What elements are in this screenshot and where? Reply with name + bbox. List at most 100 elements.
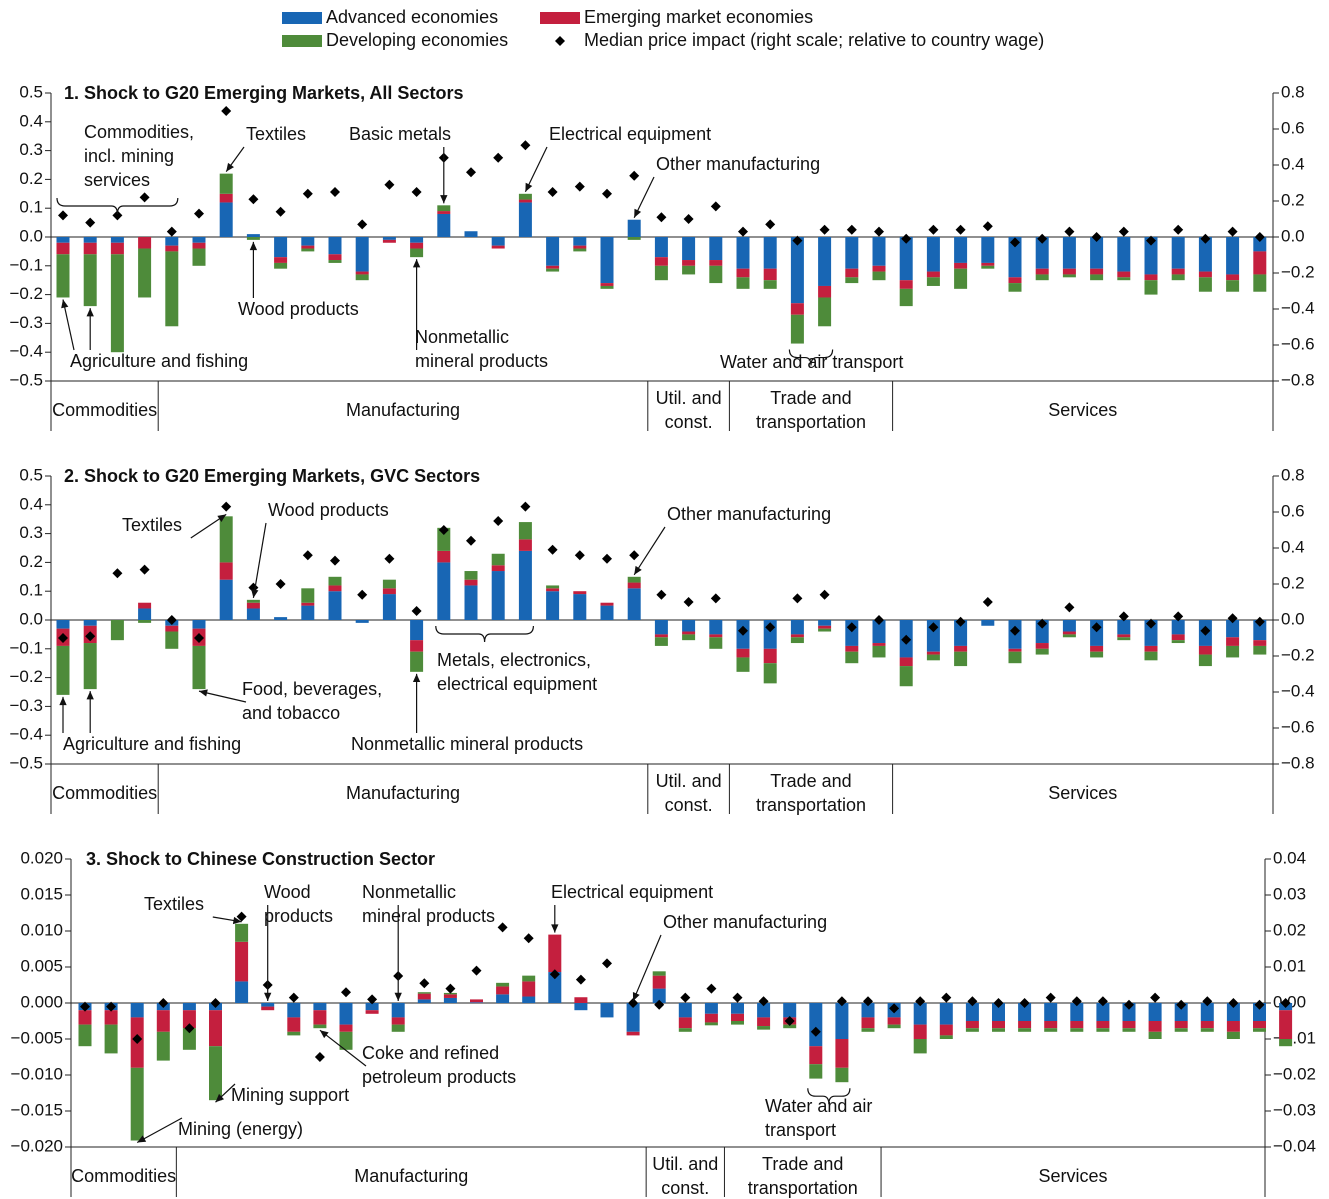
annotation: Electrical equipment: [551, 882, 713, 933]
bar-segment-emerging: [1144, 274, 1158, 281]
median-diamond: [738, 226, 748, 237]
left-tick-label: 0.1: [19, 581, 43, 600]
annotation-arrowhead: [232, 916, 242, 925]
annotation-brace: [435, 625, 534, 643]
median-diamond: [683, 214, 694, 224]
annotation-text: Textiles: [144, 894, 204, 914]
bar-segment-developing: [1044, 1028, 1058, 1032]
annotation-text: Basic metals: [349, 124, 451, 144]
bar-segment-advanced: [1148, 1003, 1162, 1021]
median-diamond: [330, 555, 340, 566]
bar-segment-advanced: [845, 237, 859, 269]
annotation: Water and air transport: [720, 349, 903, 372]
bar-segment-emerging: [209, 1010, 222, 1047]
median-diamond: [210, 998, 221, 1008]
bar-segment-developing: [1035, 274, 1049, 281]
right-tick-label: 0.8: [1281, 82, 1305, 101]
bar-segment-developing: [1090, 274, 1104, 281]
bar-segment-emerging: [1008, 277, 1022, 284]
median-diamond: [221, 501, 232, 512]
annotation: Textiles: [225, 124, 306, 172]
median-diamond: [85, 217, 96, 228]
median-diamond: [1146, 235, 1156, 246]
median-diamond: [1010, 237, 1020, 248]
bar-segment-developing: [246, 599, 260, 603]
bar-segment-advanced: [182, 1003, 196, 1011]
bar-segment-developing: [678, 1028, 692, 1032]
bar-segment-developing: [138, 248, 152, 298]
bar-segment-advanced: [818, 620, 832, 626]
annotation-arrowhead: [632, 992, 640, 1001]
sector-label: Commodities: [52, 400, 157, 420]
left-tick-label: −0.2: [9, 284, 43, 303]
bar-segment-advanced: [899, 237, 913, 281]
bar-segment-emerging: [1171, 634, 1185, 641]
left-tick-label: −0.3: [9, 313, 43, 332]
panel-title: 1. Shock to G20 Emerging Markets, All Se…: [64, 83, 463, 103]
annotation-text: electrical equipment: [437, 674, 597, 694]
bar-segment-developing: [491, 553, 505, 566]
bar-segment-developing: [1198, 654, 1212, 667]
median-diamond: [1200, 625, 1211, 636]
bar-segment-advanced: [573, 237, 587, 246]
bar-segment-developing: [1144, 651, 1158, 661]
median-diamond: [1176, 999, 1187, 1010]
median-diamond: [166, 226, 177, 237]
bar-segment-advanced: [491, 237, 505, 246]
bar-segment-emerging: [382, 588, 396, 595]
bar-segment-emerging: [339, 1024, 353, 1032]
bar-segment-developing: [104, 1024, 118, 1054]
bar-segment-advanced: [382, 594, 396, 620]
bar-segment-developing: [1090, 651, 1104, 658]
median-diamond: [1200, 233, 1211, 244]
median-diamond: [520, 140, 531, 151]
annotation: Electrical equipment: [524, 124, 711, 193]
annotation-leader: [319, 1029, 367, 1067]
sector-label: transportation: [748, 1178, 858, 1198]
bar-segment-developing: [1279, 1039, 1293, 1047]
annotation-text: Nonmetallic mineral products: [351, 734, 583, 754]
annotation-arrowhead: [226, 162, 234, 172]
median-diamond: [819, 589, 830, 600]
left-tick-label: 0.2: [19, 169, 43, 188]
bar-segment-developing: [654, 265, 668, 281]
bar-segment-developing: [437, 527, 451, 551]
bar-segment-developing: [627, 576, 641, 583]
bar-segment-advanced: [165, 237, 179, 246]
median-diamond: [955, 616, 966, 627]
median-diamond: [1019, 998, 1030, 1008]
bar-segment-advanced: [443, 997, 457, 1003]
left-tick-label: 0.4: [19, 111, 43, 130]
median-diamond: [1118, 611, 1129, 622]
annotation-text: Wood products: [268, 500, 389, 520]
median-diamond: [1071, 996, 1082, 1007]
bar-segment-developing: [1035, 648, 1049, 655]
bar-segment-developing: [872, 645, 886, 658]
bar-segment-developing: [130, 1067, 144, 1141]
median-diamond: [982, 597, 993, 607]
bar-segment-developing: [899, 288, 913, 307]
bar-segment-advanced: [1253, 237, 1267, 252]
bar-segment-emerging: [652, 975, 666, 989]
right-tick-label: 0.2: [1281, 190, 1305, 209]
bar-segment-emerging: [110, 242, 124, 255]
bar-segment-advanced: [83, 237, 97, 243]
bar-segment-emerging: [704, 1013, 718, 1023]
bar-segment-advanced: [518, 550, 532, 620]
annotation-brace: [807, 1088, 851, 1105]
bar-segment-developing: [1008, 651, 1022, 664]
bar-segment-developing: [192, 645, 206, 690]
bar-segment-advanced: [382, 237, 396, 240]
legend-label: Developing economies: [326, 30, 508, 50]
median-diamond: [928, 622, 939, 633]
bar-segment-emerging: [1198, 645, 1212, 655]
median-diamond: [384, 553, 395, 564]
median-diamond: [471, 965, 482, 976]
bar-segment-emerging: [1096, 1021, 1110, 1029]
annotation-arrowhead: [440, 195, 448, 204]
median-diamond: [738, 625, 748, 636]
bar-segment-emerging: [887, 1017, 901, 1025]
bar-segment-emerging: [1200, 1021, 1214, 1029]
bar-segment-advanced: [1062, 620, 1076, 632]
annotation-text: Textiles: [122, 515, 182, 535]
